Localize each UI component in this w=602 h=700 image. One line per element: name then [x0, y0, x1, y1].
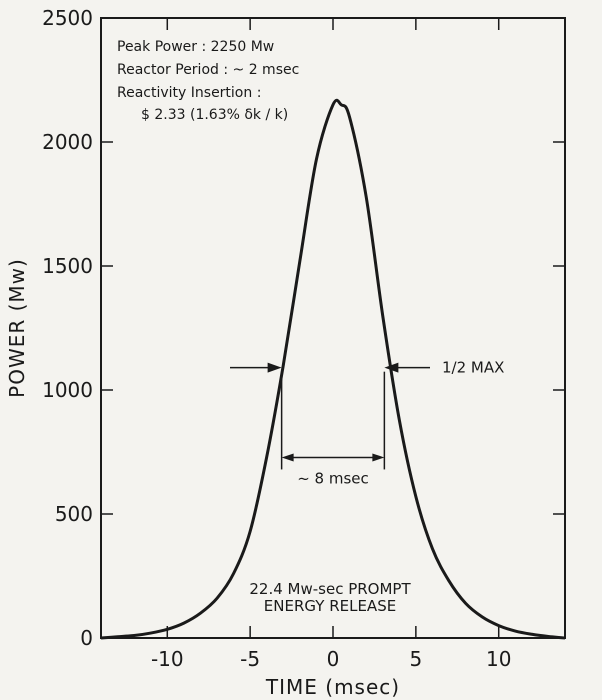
- y-axis-title: POWER (Mw): [5, 258, 29, 398]
- half-max-left-arrowhead: [267, 362, 282, 373]
- half-max-markers: 1/2 MAX: [230, 359, 504, 377]
- x-tick-label: -5: [240, 647, 260, 671]
- y-tick-label: 500: [55, 502, 93, 526]
- fwhm-right-arrowhead: [372, 453, 385, 462]
- reactivity-value-annotation: $ 2.33 (1.63% δk / k): [141, 107, 288, 123]
- y-tick-label: 0: [80, 626, 93, 650]
- x-tick-label: 10: [486, 647, 511, 671]
- reactor-period-annotation: Reactor Period : ~ 2 msec: [117, 62, 299, 78]
- half-max-right-arrowhead: [384, 362, 399, 373]
- x-tick-label: -10: [151, 647, 184, 671]
- reactivity-label-annotation: Reactivity Insertion :: [117, 85, 261, 101]
- x-tick-label: 0: [327, 647, 340, 671]
- y-tick-label: 2000: [42, 130, 93, 154]
- power-curve: [100, 98, 566, 640]
- peak-power-annotation: Peak Power : 2250 Mw: [117, 39, 274, 55]
- y-axis-ticks: 0 500 1000 1500 2000 2500: [42, 6, 565, 650]
- x-axis-title: TIME (msec): [265, 675, 400, 699]
- fwhm-bracket: ~ 8 msec: [280, 371, 386, 487]
- y-tick-label: 1500: [42, 254, 93, 278]
- y-tick-label: 1000: [42, 378, 93, 402]
- fwhm-left-arrowhead: [281, 453, 294, 462]
- energy-release-line2: ENERGY RELEASE: [264, 597, 396, 615]
- fwhm-label: ~ 8 msec: [297, 469, 369, 487]
- y-tick-label: 2500: [42, 6, 93, 30]
- half-max-label: 1/2 MAX: [442, 359, 504, 377]
- energy-release-line1: 22.4 Mw-sec PROMPT: [249, 580, 411, 598]
- x-tick-label: 5: [409, 647, 422, 671]
